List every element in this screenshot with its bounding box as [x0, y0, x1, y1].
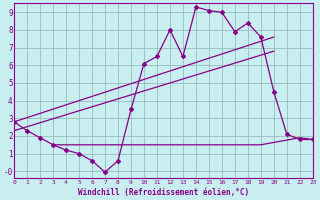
- X-axis label: Windchill (Refroidissement éolien,°C): Windchill (Refroidissement éolien,°C): [78, 188, 249, 197]
